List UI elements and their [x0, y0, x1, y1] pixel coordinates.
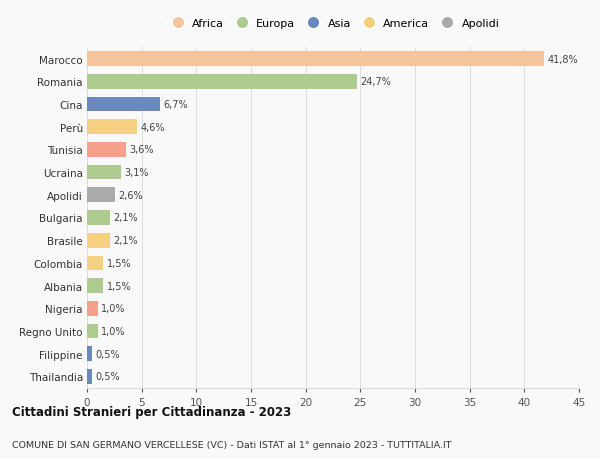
- Bar: [87, 97, 160, 112]
- Text: 3,6%: 3,6%: [130, 145, 154, 155]
- Text: 2,6%: 2,6%: [119, 190, 143, 201]
- Bar: [87, 120, 137, 135]
- Text: 24,7%: 24,7%: [361, 77, 391, 87]
- Text: 1,5%: 1,5%: [107, 258, 131, 269]
- Bar: [87, 233, 110, 248]
- Bar: [87, 301, 98, 316]
- Text: COMUNE DI SAN GERMANO VERCELLESE (VC) - Dati ISTAT al 1° gennaio 2023 - TUTTITAL: COMUNE DI SAN GERMANO VERCELLESE (VC) - …: [12, 441, 452, 449]
- Bar: [87, 52, 544, 67]
- Text: 0,5%: 0,5%: [96, 349, 121, 359]
- Text: 2,1%: 2,1%: [113, 235, 138, 246]
- Bar: [87, 279, 103, 293]
- Bar: [87, 324, 98, 339]
- Text: 1,0%: 1,0%: [101, 303, 126, 313]
- Bar: [87, 369, 92, 384]
- Text: 1,5%: 1,5%: [107, 281, 131, 291]
- Bar: [87, 211, 110, 225]
- Text: 4,6%: 4,6%: [140, 123, 165, 133]
- Bar: [87, 75, 357, 90]
- Text: 1,0%: 1,0%: [101, 326, 126, 336]
- Text: 41,8%: 41,8%: [547, 55, 578, 65]
- Text: 6,7%: 6,7%: [164, 100, 188, 110]
- Text: 3,1%: 3,1%: [124, 168, 149, 178]
- Legend: Africa, Europa, Asia, America, Apolidi: Africa, Europa, Asia, America, Apolidi: [162, 15, 504, 34]
- Text: 2,1%: 2,1%: [113, 213, 138, 223]
- Text: Cittadini Stranieri per Cittadinanza - 2023: Cittadini Stranieri per Cittadinanza - 2…: [12, 405, 291, 419]
- Text: 0,5%: 0,5%: [96, 371, 121, 381]
- Bar: [87, 188, 115, 203]
- Bar: [87, 347, 92, 361]
- Bar: [87, 165, 121, 180]
- Bar: [87, 143, 127, 157]
- Bar: [87, 256, 103, 271]
